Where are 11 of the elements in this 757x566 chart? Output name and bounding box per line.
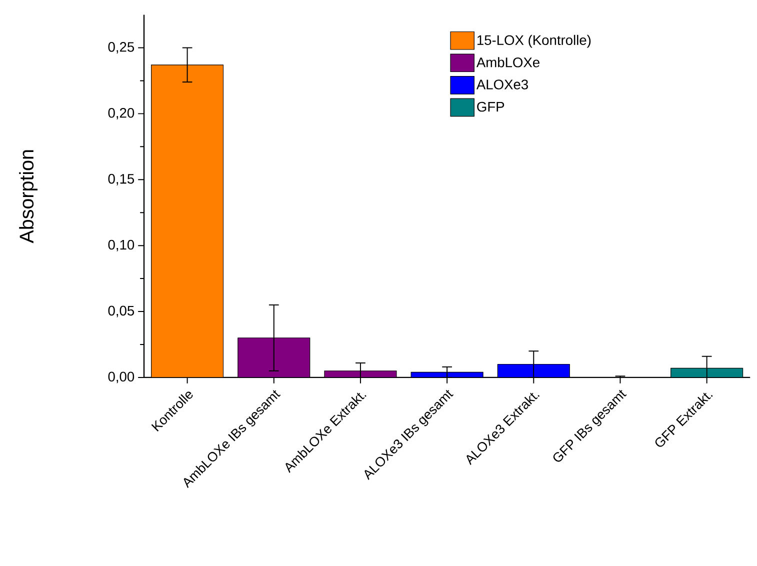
y-tick-label: 0,05 — [108, 306, 134, 318]
y-tick-label: 0,25 — [108, 42, 134, 54]
y-tick-label: 0,10 — [108, 240, 134, 252]
y-tick-label: 0,20 — [108, 108, 134, 120]
legend-label: ALOXe3 — [476, 80, 528, 90]
legend-label: 15-LOX (Kontrolle) — [477, 35, 591, 48]
legend-label: GFP — [477, 102, 504, 112]
y-tick-label: 0,00 — [108, 372, 134, 384]
y-tick-label: 0,15 — [108, 174, 134, 186]
legend-label: AmbLOXe — [476, 57, 540, 68]
y-axis-title: Absorption — [19, 150, 38, 244]
